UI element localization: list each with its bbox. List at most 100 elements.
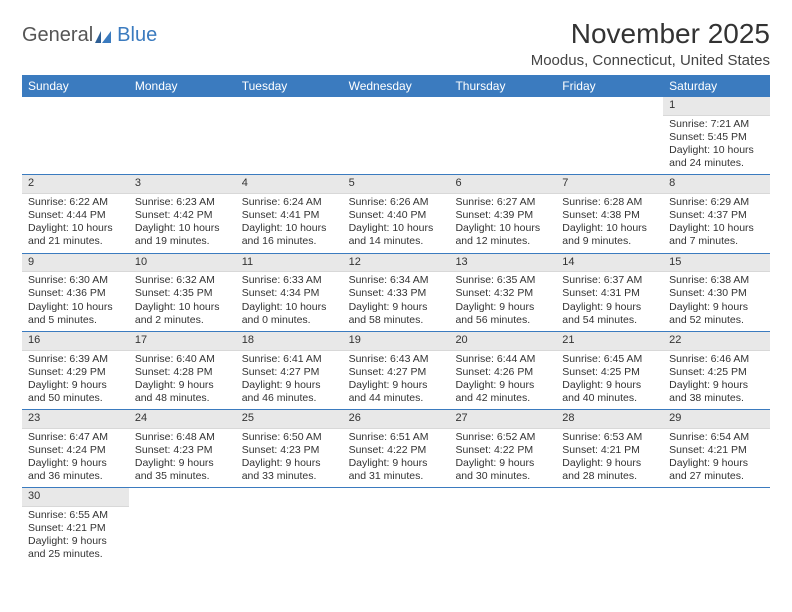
day-cell: 10Sunrise: 6:32 AMSunset: 4:35 PMDayligh… — [129, 254, 236, 331]
dayhead-saturday: Saturday — [663, 75, 770, 97]
day-number: 9 — [22, 254, 129, 273]
day-cell: 25Sunrise: 6:50 AMSunset: 4:23 PMDayligh… — [236, 410, 343, 487]
sunrise-text: Sunrise: 6:26 AM — [349, 196, 444, 209]
sunrise-text: Sunrise: 6:50 AM — [242, 431, 337, 444]
day-info: Sunrise: 6:44 AMSunset: 4:26 PMDaylight:… — [449, 351, 556, 410]
sunset-text: Sunset: 4:33 PM — [349, 287, 444, 300]
day-info: Sunrise: 6:45 AMSunset: 4:25 PMDaylight:… — [556, 351, 663, 410]
sunrise-text: Sunrise: 6:47 AM — [28, 431, 123, 444]
daylight-text: Daylight: 9 hours and 48 minutes. — [135, 379, 230, 405]
sunrise-text: Sunrise: 6:45 AM — [562, 353, 657, 366]
flag-icon — [95, 29, 117, 45]
daylight-text: Daylight: 9 hours and 50 minutes. — [28, 379, 123, 405]
daylight-text: Daylight: 10 hours and 24 minutes. — [669, 144, 764, 170]
sunset-text: Sunset: 4:29 PM — [28, 366, 123, 379]
sunset-text: Sunset: 4:22 PM — [455, 444, 550, 457]
day-info: Sunrise: 6:27 AMSunset: 4:39 PMDaylight:… — [449, 194, 556, 253]
day-info: Sunrise: 7:21 AMSunset: 5:45 PMDaylight:… — [663, 116, 770, 175]
day-cell: 6Sunrise: 6:27 AMSunset: 4:39 PMDaylight… — [449, 175, 556, 252]
sunset-text: Sunset: 4:21 PM — [669, 444, 764, 457]
day-number: 21 — [556, 332, 663, 351]
day-cell: 20Sunrise: 6:44 AMSunset: 4:26 PMDayligh… — [449, 332, 556, 409]
sunrise-text: Sunrise: 6:48 AM — [135, 431, 230, 444]
sunset-text: Sunset: 4:21 PM — [28, 522, 123, 535]
day-cell: 5Sunrise: 6:26 AMSunset: 4:40 PMDaylight… — [343, 175, 450, 252]
day-number: 25 — [236, 410, 343, 429]
sunset-text: Sunset: 4:27 PM — [349, 366, 444, 379]
location-text: Moodus, Connecticut, United States — [531, 52, 770, 69]
day-number: 19 — [343, 332, 450, 351]
dayhead-sunday: Sunday — [22, 75, 129, 97]
sunset-text: Sunset: 4:44 PM — [28, 209, 123, 222]
sunrise-text: Sunrise: 6:54 AM — [669, 431, 764, 444]
sunset-text: Sunset: 4:35 PM — [135, 287, 230, 300]
daylight-text: Daylight: 9 hours and 31 minutes. — [349, 457, 444, 483]
sunset-text: Sunset: 4:24 PM — [28, 444, 123, 457]
day-info: Sunrise: 6:32 AMSunset: 4:35 PMDaylight:… — [129, 272, 236, 331]
daylight-text: Daylight: 10 hours and 2 minutes. — [135, 301, 230, 327]
day-cell: 24Sunrise: 6:48 AMSunset: 4:23 PMDayligh… — [129, 410, 236, 487]
day-number: 4 — [236, 175, 343, 194]
sunset-text: Sunset: 4:40 PM — [349, 209, 444, 222]
day-cell: 1Sunrise: 7:21 AMSunset: 5:45 PMDaylight… — [663, 97, 770, 174]
day-cell: 4Sunrise: 6:24 AMSunset: 4:41 PMDaylight… — [236, 175, 343, 252]
daylight-text: Daylight: 9 hours and 42 minutes. — [455, 379, 550, 405]
day-info: Sunrise: 6:24 AMSunset: 4:41 PMDaylight:… — [236, 194, 343, 253]
empty-cell — [236, 488, 343, 565]
sunrise-text: Sunrise: 6:52 AM — [455, 431, 550, 444]
daylight-text: Daylight: 9 hours and 25 minutes. — [28, 535, 123, 561]
day-cell: 29Sunrise: 6:54 AMSunset: 4:21 PMDayligh… — [663, 410, 770, 487]
daylight-text: Daylight: 9 hours and 36 minutes. — [28, 457, 123, 483]
empty-cell — [663, 488, 770, 565]
day-info: Sunrise: 6:48 AMSunset: 4:23 PMDaylight:… — [129, 429, 236, 488]
sunset-text: Sunset: 4:42 PM — [135, 209, 230, 222]
day-cell: 16Sunrise: 6:39 AMSunset: 4:29 PMDayligh… — [22, 332, 129, 409]
sunrise-text: Sunrise: 6:44 AM — [455, 353, 550, 366]
sunset-text: Sunset: 4:32 PM — [455, 287, 550, 300]
day-number: 10 — [129, 254, 236, 273]
day-info: Sunrise: 6:51 AMSunset: 4:22 PMDaylight:… — [343, 429, 450, 488]
day-cell: 3Sunrise: 6:23 AMSunset: 4:42 PMDaylight… — [129, 175, 236, 252]
day-number: 18 — [236, 332, 343, 351]
daylight-text: Daylight: 9 hours and 46 minutes. — [242, 379, 337, 405]
empty-cell — [556, 97, 663, 174]
sunset-text: Sunset: 4:36 PM — [28, 287, 123, 300]
day-info: Sunrise: 6:54 AMSunset: 4:21 PMDaylight:… — [663, 429, 770, 488]
dayhead-tuesday: Tuesday — [236, 75, 343, 97]
week-row: 30Sunrise: 6:55 AMSunset: 4:21 PMDayligh… — [22, 488, 770, 565]
day-info: Sunrise: 6:53 AMSunset: 4:21 PMDaylight:… — [556, 429, 663, 488]
daylight-text: Daylight: 9 hours and 56 minutes. — [455, 301, 550, 327]
sunrise-text: Sunrise: 6:35 AM — [455, 274, 550, 287]
week-row: 2Sunrise: 6:22 AMSunset: 4:44 PMDaylight… — [22, 175, 770, 253]
daylight-text: Daylight: 10 hours and 5 minutes. — [28, 301, 123, 327]
sunrise-text: Sunrise: 6:33 AM — [242, 274, 337, 287]
day-cell: 12Sunrise: 6:34 AMSunset: 4:33 PMDayligh… — [343, 254, 450, 331]
dayhead-row: SundayMondayTuesdayWednesdayThursdayFrid… — [22, 75, 770, 97]
day-number: 13 — [449, 254, 556, 273]
day-cell: 26Sunrise: 6:51 AMSunset: 4:22 PMDayligh… — [343, 410, 450, 487]
sunset-text: Sunset: 4:28 PM — [135, 366, 230, 379]
day-cell: 27Sunrise: 6:52 AMSunset: 4:22 PMDayligh… — [449, 410, 556, 487]
week-row: 23Sunrise: 6:47 AMSunset: 4:24 PMDayligh… — [22, 410, 770, 488]
sunset-text: Sunset: 4:39 PM — [455, 209, 550, 222]
day-number: 3 — [129, 175, 236, 194]
sunrise-text: Sunrise: 6:40 AM — [135, 353, 230, 366]
day-info: Sunrise: 6:38 AMSunset: 4:30 PMDaylight:… — [663, 272, 770, 331]
day-number: 7 — [556, 175, 663, 194]
day-info: Sunrise: 6:22 AMSunset: 4:44 PMDaylight:… — [22, 194, 129, 253]
sunrise-text: Sunrise: 6:23 AM — [135, 196, 230, 209]
daylight-text: Daylight: 9 hours and 28 minutes. — [562, 457, 657, 483]
empty-cell — [449, 97, 556, 174]
sunrise-text: Sunrise: 6:55 AM — [28, 509, 123, 522]
dayhead-wednesday: Wednesday — [343, 75, 450, 97]
day-cell: 8Sunrise: 6:29 AMSunset: 4:37 PMDaylight… — [663, 175, 770, 252]
day-number: 24 — [129, 410, 236, 429]
day-number: 17 — [129, 332, 236, 351]
week-row: 9Sunrise: 6:30 AMSunset: 4:36 PMDaylight… — [22, 254, 770, 332]
daylight-text: Daylight: 10 hours and 16 minutes. — [242, 222, 337, 248]
sunset-text: Sunset: 4:30 PM — [669, 287, 764, 300]
day-cell: 21Sunrise: 6:45 AMSunset: 4:25 PMDayligh… — [556, 332, 663, 409]
daylight-text: Daylight: 9 hours and 35 minutes. — [135, 457, 230, 483]
day-info: Sunrise: 6:35 AMSunset: 4:32 PMDaylight:… — [449, 272, 556, 331]
day-info: Sunrise: 6:28 AMSunset: 4:38 PMDaylight:… — [556, 194, 663, 253]
